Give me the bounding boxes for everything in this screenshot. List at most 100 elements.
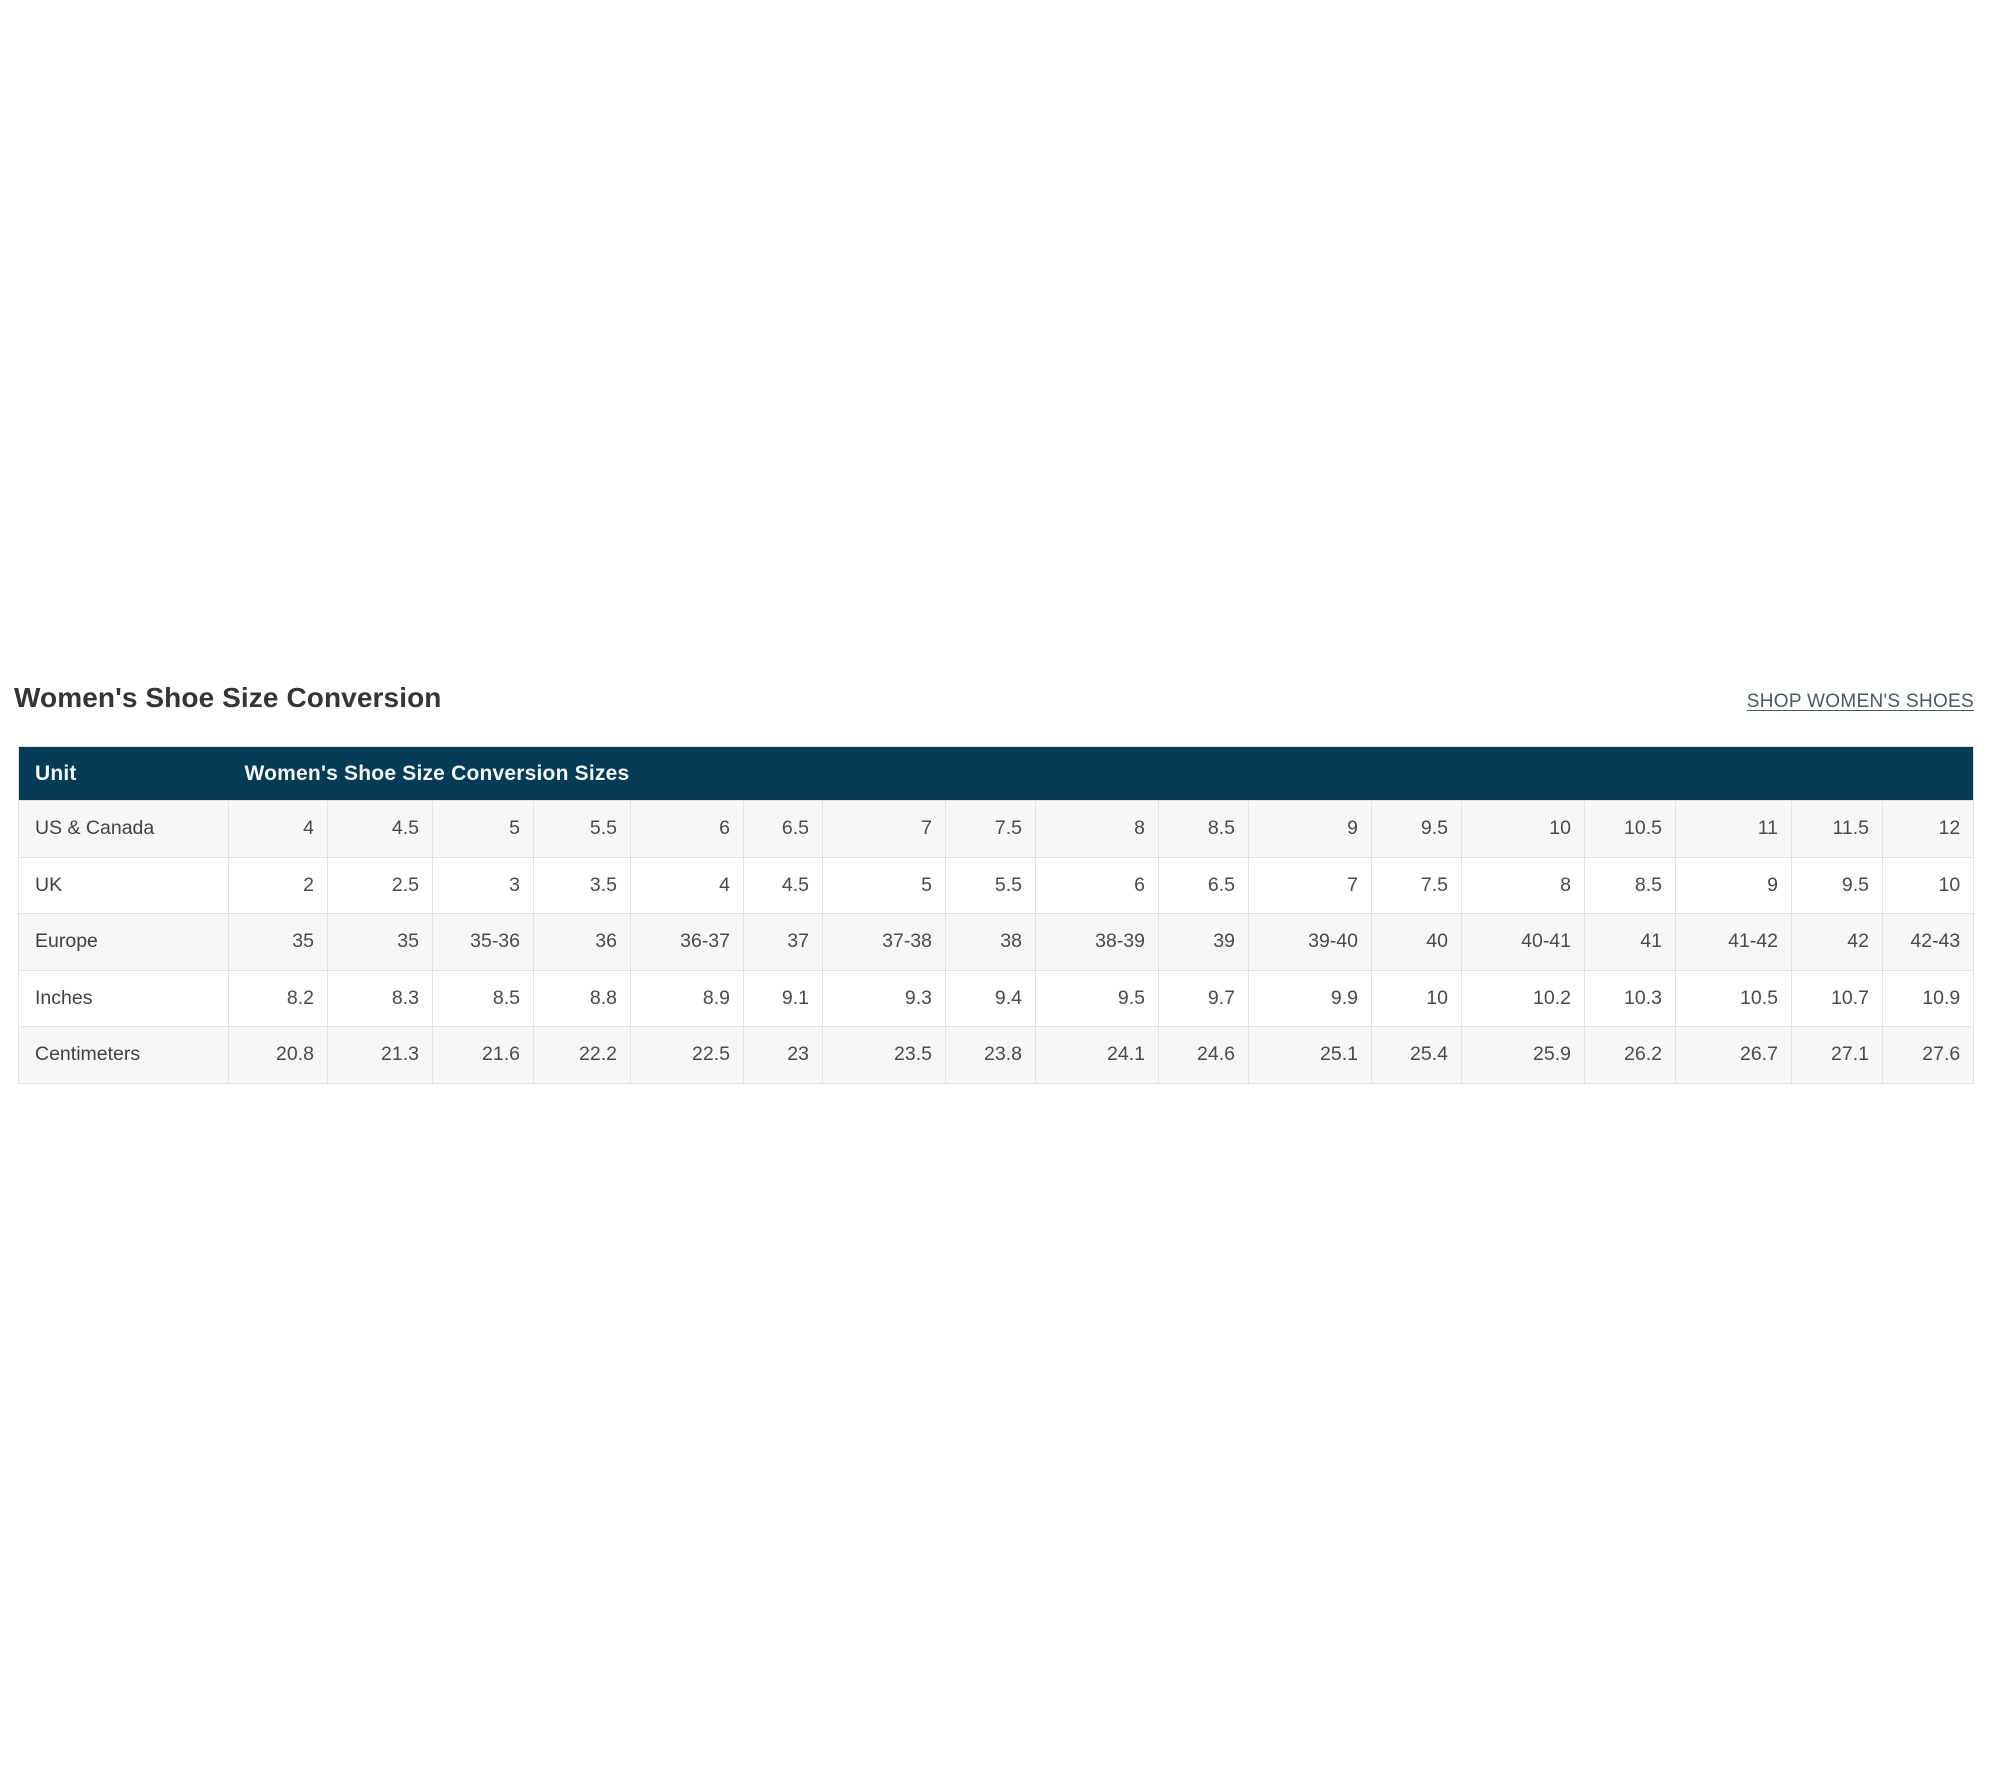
size-cell: 4.5 (327, 800, 433, 858)
size-cell: 39 (1158, 913, 1249, 971)
table-row: Europe 35 35 35-36 36 36-37 37 37-38 38 38-39 39 39… (18, 913, 1975, 971)
size-cell: 27.6 (1881, 1026, 1975, 1084)
size-cell: 8.2 (228, 969, 328, 1027)
size-cell: 8.5 (1584, 856, 1676, 914)
shop-womens-shoes-link[interactable]: SHOP WOMEN'S SHOES (1746, 691, 1974, 712)
size-cell: 39-40 (1248, 913, 1372, 971)
size-cell: 25.4 (1371, 1026, 1462, 1084)
size-cell: 24.1 (1035, 1026, 1159, 1084)
size-cell: 12 (1881, 800, 1975, 858)
section-header: Women's Shoe Size Conversion SHOP WOMEN'… (14, 680, 1974, 716)
size-cell: 25.9 (1461, 1026, 1585, 1084)
size-cell: 8.3 (327, 969, 433, 1027)
size-cell: 10.7 (1791, 969, 1883, 1027)
size-cell: 23.5 (822, 1026, 946, 1084)
size-cell: 9.5 (1035, 969, 1159, 1027)
size-cell: 7.5 (945, 800, 1036, 858)
size-cell: 5 (432, 800, 534, 858)
size-cell: 36-37 (630, 913, 744, 971)
size-cell: 3 (432, 856, 534, 914)
unit-column-header: Unit (18, 746, 229, 801)
unit-cell: Inches (18, 969, 229, 1027)
size-cell: 4.5 (743, 856, 823, 914)
size-cell: 5.5 (533, 800, 631, 858)
size-cell: 42 (1791, 913, 1883, 971)
size-cell: 21.6 (432, 1026, 534, 1084)
size-cell: 9.1 (743, 969, 823, 1027)
size-cell: 11.5 (1791, 800, 1883, 858)
size-cell: 6 (1035, 856, 1159, 914)
size-cell: 5.5 (945, 856, 1036, 914)
size-cell: 4 (630, 856, 744, 914)
page-title: Women's Shoe Size Conversion (14, 682, 442, 713)
size-cell: 7 (822, 800, 946, 858)
size-cell: 42-43 (1881, 913, 1975, 971)
size-cell: 10 (1461, 800, 1585, 858)
size-cell: 8.9 (630, 969, 744, 1027)
size-cell: 7 (1248, 856, 1372, 914)
size-cell: 35 (228, 913, 328, 971)
size-cell: 38 (945, 913, 1036, 971)
size-cell: 10.3 (1584, 969, 1676, 1027)
size-cell: 35 (327, 913, 433, 971)
size-cell: 6.5 (1158, 856, 1249, 914)
size-cell: 9.5 (1791, 856, 1883, 914)
size-cell: 7.5 (1371, 856, 1462, 914)
size-cell: 2.5 (327, 856, 433, 914)
size-cell: 25.1 (1248, 1026, 1372, 1084)
size-cell: 6.5 (743, 800, 823, 858)
unit-cell: US & Canada (18, 800, 229, 858)
size-cell: 9 (1675, 856, 1792, 914)
size-cell: 38-39 (1035, 913, 1159, 971)
size-cell: 11 (1675, 800, 1792, 858)
size-cell: 9.5 (1371, 800, 1462, 858)
unit-cell: Centimeters (18, 1026, 229, 1084)
size-cell: 10 (1371, 969, 1462, 1027)
size-cell: 27.1 (1791, 1026, 1883, 1084)
size-cell: 36 (533, 913, 631, 971)
size-cell: 9 (1248, 800, 1372, 858)
size-cell: 26.2 (1584, 1026, 1676, 1084)
size-cell: 40 (1371, 913, 1462, 971)
size-cell: 37 (743, 913, 823, 971)
size-cell: 20.8 (228, 1026, 328, 1084)
unit-cell: UK (18, 856, 229, 914)
size-cell: 37-38 (822, 913, 946, 971)
size-cell: 9.9 (1248, 969, 1372, 1027)
table-header-row: Unit Women's Shoe Size Conversion Sizes (18, 746, 1974, 801)
table-row: UK 2 2.5 3 3.5 4 4.5 5 5.5 6 6.5 7 7.5 8 8.5 9 9.5 10 (18, 856, 1975, 914)
size-cell: 10 (1881, 856, 1975, 914)
size-cell: 8 (1461, 856, 1585, 914)
table-row: Centimeters 20.8 21.3 21.6 22.2 22.5 23 23.5 23.… (18, 1026, 1975, 1084)
size-cell: 8.5 (1158, 800, 1249, 858)
size-cell: 23 (743, 1026, 823, 1084)
size-cell: 22.2 (533, 1026, 631, 1084)
size-cell: 23.8 (945, 1026, 1036, 1084)
size-cell: 41 (1584, 913, 1676, 971)
size-cell: 8 (1035, 800, 1159, 858)
size-cell: 5 (822, 856, 946, 914)
size-cell: 9.3 (822, 969, 946, 1027)
size-cell: 10.5 (1675, 969, 1792, 1027)
size-cell: 22.5 (630, 1026, 744, 1084)
table-row: Inches 8.2 8.3 8.5 8.8 8.9 9.1 9.3 9.4 9.5 9.7 9.9 1… (18, 969, 1975, 1027)
size-cell: 41-42 (1675, 913, 1792, 971)
size-cell: 9.4 (945, 969, 1036, 1027)
size-cell: 10.5 (1584, 800, 1676, 858)
size-cell: 8.5 (432, 969, 534, 1027)
unit-cell: Europe (18, 913, 229, 971)
size-cell: 21.3 (327, 1026, 433, 1084)
table-row: US & Canada 4 4.5 5 5.5 6 6.5 7 7.5 8 8.5 9 9.5 10 10.… (18, 800, 1975, 858)
size-cell: 3.5 (533, 856, 631, 914)
size-cell: 10.2 (1461, 969, 1585, 1027)
size-cell: 24.6 (1158, 1026, 1249, 1084)
size-cell: 26.7 (1675, 1026, 1792, 1084)
size-cell: 40-41 (1461, 913, 1585, 971)
size-cell: 6 (630, 800, 744, 858)
sizes-column-header: Women's Shoe Size Conversion Sizes (228, 746, 1974, 801)
size-cell: 9.7 (1158, 969, 1249, 1027)
shoe-size-conversion-table: Unit Women's Shoe Size Conversion Sizes … (18, 746, 1975, 1084)
size-cell: 8.8 (533, 969, 631, 1027)
size-cell: 35-36 (432, 913, 534, 971)
